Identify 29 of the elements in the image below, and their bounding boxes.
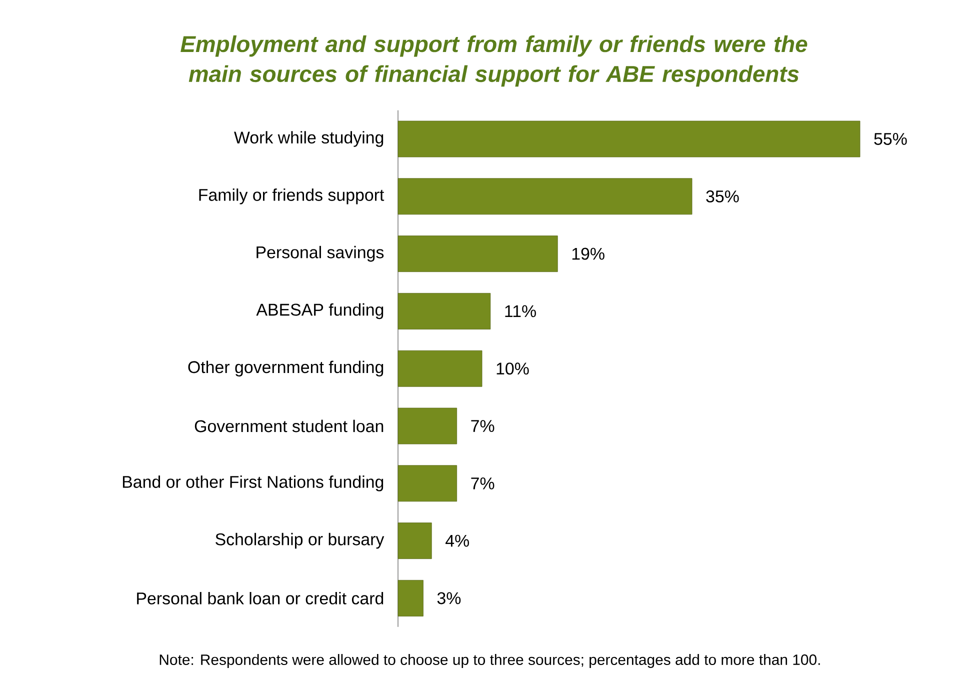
y-tick-label: Other government funding	[188, 360, 384, 376]
y-tick-label: ABESAP funding	[256, 303, 384, 320]
bar	[398, 465, 458, 502]
bar	[398, 522, 432, 559]
data-label: 7%	[471, 477, 494, 490]
y-tick-label: Band or other First Nations funding	[122, 476, 384, 492]
data-label: 35%	[706, 190, 739, 202]
y-tick-label: Work while studying	[234, 131, 384, 147]
bar	[398, 408, 458, 444]
data-label: 19%	[572, 248, 604, 260]
y-tick-label: Personal savings	[256, 246, 384, 262]
y-tick-label: Scholarship or bursary	[216, 532, 384, 549]
data-label: 7%	[471, 420, 494, 432]
bar	[398, 580, 424, 616]
bar	[398, 350, 482, 387]
text: Note: Respondents were allowed to choose up to three sources; percentages add to more than 100.	[160, 654, 820, 668]
y-tick-label: Government student loan	[194, 420, 384, 432]
bar	[398, 120, 860, 158]
bar	[398, 236, 558, 272]
y-tick-label: Personal bank loan or credit card	[137, 592, 384, 604]
data-label: 55%	[874, 133, 907, 145]
chart-title: Employment and support from family or friends were the main sources of financial support for ABE respondents	[180, 35, 808, 87]
data-label: 4%	[446, 534, 469, 547]
bar	[398, 178, 692, 215]
y-tick-label: Family or friends support	[199, 188, 384, 204]
data-label: 3%	[437, 592, 461, 604]
data-label: 10%	[496, 362, 529, 375]
bar	[398, 292, 491, 330]
data-label: 11%	[505, 305, 536, 318]
